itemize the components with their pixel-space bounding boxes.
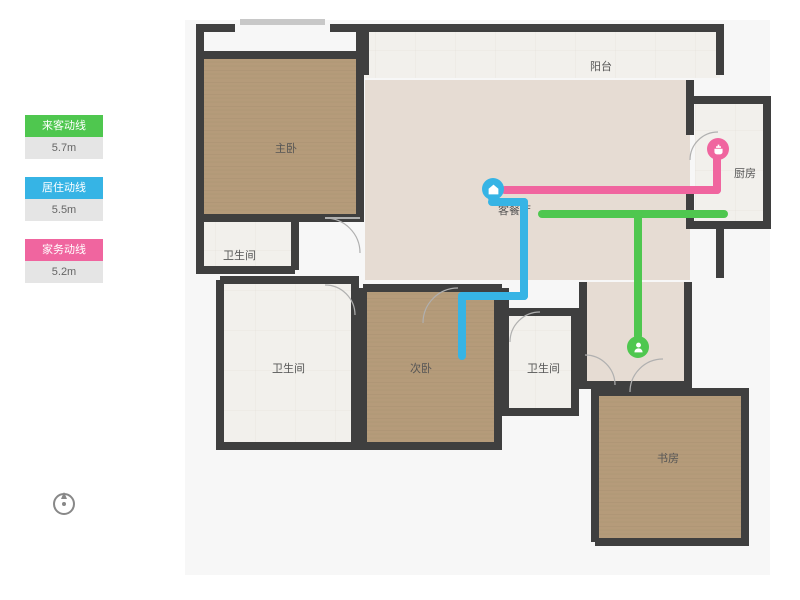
room-label-secondary: 次卧	[410, 360, 432, 376]
resident-path-seg	[520, 198, 528, 300]
legend-label: 来客动线	[25, 115, 103, 137]
chore-marker-icon	[707, 138, 729, 160]
legend-value: 5.5m	[25, 199, 103, 221]
compass-icon	[50, 490, 78, 518]
legend-value: 5.2m	[25, 261, 103, 283]
room-label-bath2: 卫生间	[272, 360, 305, 376]
guest-path-seg	[634, 210, 642, 340]
room-label-balcony: 阳台	[590, 58, 612, 74]
legend-value: 5.7m	[25, 137, 103, 159]
chore-path-seg	[501, 186, 721, 194]
legend-item-guest: 来客动线 5.7m	[25, 115, 103, 159]
legend-label: 家务动线	[25, 239, 103, 261]
room-label-study: 书房	[657, 450, 679, 466]
resident-path-seg	[458, 292, 528, 300]
room-label-master: 主卧	[275, 140, 297, 156]
guest-marker-icon	[627, 336, 649, 358]
legend-item-chore: 家务动线 5.2m	[25, 239, 103, 283]
floorplan: 阳台 主卧 厨房 客餐厅 卫生间 卫生间 次卧 卫生间 书房	[175, 10, 775, 585]
legend: 来客动线 5.7m 居住动线 5.5m 家务动线 5.2m	[25, 115, 103, 301]
resident-path-seg	[458, 292, 466, 360]
room-label-bath3: 卫生间	[527, 360, 560, 376]
legend-label: 居住动线	[25, 177, 103, 199]
room-label-bath1: 卫生间	[223, 247, 256, 263]
legend-item-resident: 居住动线 5.5m	[25, 177, 103, 221]
resident-marker-icon	[482, 178, 504, 200]
room-label-kitchen: 厨房	[734, 165, 756, 181]
guest-path-seg	[538, 210, 728, 218]
